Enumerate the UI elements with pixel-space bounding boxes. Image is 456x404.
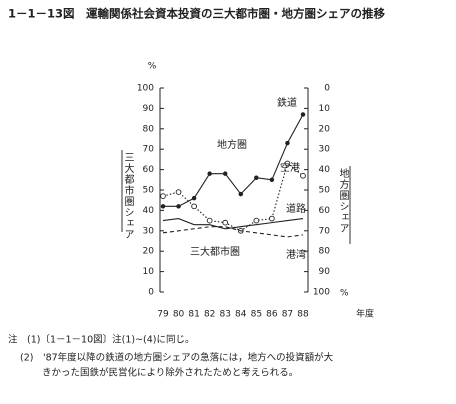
point bbox=[253, 217, 260, 224]
x-tick-label: 87 bbox=[282, 310, 293, 320]
point bbox=[300, 112, 306, 117]
x-tick-label: 88 bbox=[297, 310, 309, 320]
point bbox=[191, 203, 197, 210]
y-axis-label: 三大都市圏シェア bbox=[122, 152, 134, 240]
series-line bbox=[162, 162, 304, 232]
point bbox=[222, 219, 229, 226]
y2-tick-label: 10 bbox=[319, 104, 331, 114]
series-label: 空港 bbox=[280, 161, 300, 174]
y2-tick-label: 40 bbox=[319, 165, 331, 175]
point bbox=[160, 204, 166, 209]
point bbox=[300, 172, 306, 179]
x-tick-label: 79 bbox=[157, 310, 169, 320]
y-tick-label: 100 bbox=[137, 84, 154, 94]
x-unit: 年度 bbox=[356, 308, 374, 320]
annotation: 三大都市圏 bbox=[190, 245, 240, 258]
y-tick-label: 40 bbox=[143, 206, 155, 216]
point bbox=[269, 177, 275, 183]
y-tick-label: 10 bbox=[143, 267, 155, 277]
point bbox=[176, 204, 181, 209]
y2-axis-label: 地方圏シェア bbox=[337, 167, 349, 234]
y-tick-label: 80 bbox=[143, 124, 155, 134]
x-tick-label: 82 bbox=[204, 310, 215, 320]
point bbox=[284, 160, 291, 167]
y2-tick-label: 90 bbox=[319, 267, 331, 277]
y-tick-label: 20 bbox=[143, 247, 155, 257]
y-tick-label: 90 bbox=[143, 104, 155, 114]
point bbox=[175, 189, 182, 195]
note: きかった国鉄が民営化により除外されたためと考えられる。 bbox=[42, 367, 298, 379]
y2-tick-label: 30 bbox=[319, 145, 331, 155]
series-line bbox=[162, 217, 304, 230]
point bbox=[254, 175, 259, 181]
chart-title: 1－1－13図 運輸関係社会資本投資の三大都市圏・地方圏シェアの推移 bbox=[8, 7, 386, 21]
x-tick-label: 85 bbox=[251, 310, 262, 320]
x-tick-label: 86 bbox=[266, 310, 278, 320]
y2-tick-label: 20 bbox=[319, 124, 331, 134]
point bbox=[191, 195, 197, 201]
point bbox=[207, 171, 212, 176]
point bbox=[285, 140, 290, 146]
point bbox=[160, 193, 166, 199]
point bbox=[206, 217, 213, 224]
series-label: 道路 bbox=[286, 202, 306, 215]
x-tick-label: 84 bbox=[235, 310, 247, 320]
y2-tick-label: 70 bbox=[319, 226, 331, 236]
y-tick-label: 30 bbox=[143, 226, 155, 236]
y-tick-label: 0 bbox=[148, 288, 154, 298]
y-tick-label: 70 bbox=[143, 145, 155, 155]
annotation: 地方圏 bbox=[217, 138, 247, 151]
y2-tick-label: 60 bbox=[319, 206, 331, 216]
y-tick-label: 50 bbox=[143, 186, 155, 196]
x-tick-label: 81 bbox=[188, 310, 199, 320]
series-label: 鉄道 bbox=[277, 96, 297, 109]
note: 注 (1)〔1－1－10図〕注(1)~(4)に同じ。 bbox=[8, 334, 195, 346]
y-tick-label: 60 bbox=[143, 165, 155, 175]
y2-tick-label: 50 bbox=[319, 186, 331, 196]
series-line bbox=[162, 226, 304, 238]
x-tick-label: 83 bbox=[219, 310, 230, 320]
point bbox=[238, 191, 244, 197]
series-label: 港湾 bbox=[286, 248, 306, 261]
y2-tick-label: 100 bbox=[313, 288, 330, 298]
point bbox=[222, 171, 228, 176]
y2-unit: % bbox=[340, 289, 349, 299]
series-line bbox=[163, 114, 304, 207]
x-tick-label: 80 bbox=[173, 310, 185, 320]
y2-tick-label: 0 bbox=[324, 84, 330, 94]
note: (2) '87年度以降の鉄道の地方圏シェアの急落には，地方への投資額が大 bbox=[20, 352, 334, 364]
y2-tick-label: 80 bbox=[319, 247, 331, 257]
point bbox=[269, 215, 275, 222]
y-unit: % bbox=[148, 62, 157, 72]
